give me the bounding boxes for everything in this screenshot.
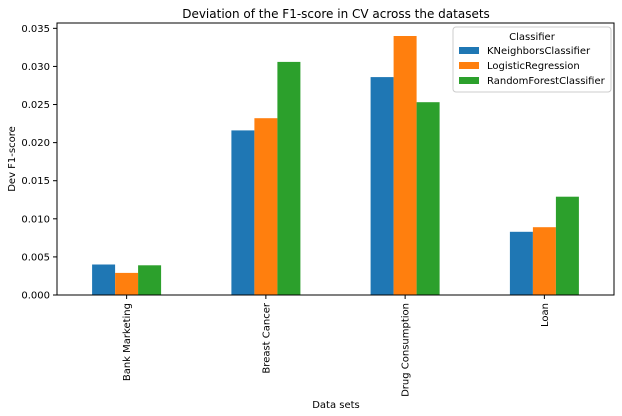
bar: [555, 196, 579, 295]
bar: [254, 118, 278, 295]
bar: [231, 130, 255, 295]
bar: [92, 264, 116, 295]
y-tick-label: 0.035: [21, 24, 50, 35]
y-axis: 0.000 0.005 0.010 0.015 0.020 0.025 0.030 0.035: [21, 24, 57, 302]
y-tick-label: 0.015: [21, 176, 50, 187]
legend-title: Classifier: [509, 32, 556, 43]
y-axis-label: Dev F1-score: [7, 126, 18, 192]
bar: [115, 272, 139, 295]
legend-swatch: [459, 47, 479, 54]
chart-title: Deviation of the F1-score in CV across t…: [182, 7, 490, 21]
legend-swatch: [459, 62, 479, 69]
x-axis-label: Data sets: [312, 400, 360, 411]
legend-entry: RandomForestClassifier: [487, 76, 606, 87]
bar: [370, 77, 394, 295]
plot-area-frame: [56, 22, 615, 296]
legend-frame: [452, 26, 612, 93]
x-tick-label: Breast Cancer: [261, 302, 272, 373]
x-tick-label: Bank Marketing: [122, 303, 133, 381]
legend-swatch: [459, 77, 479, 84]
x-axis: Bank Marketing Breast Cancer Drug Consumpt…: [122, 295, 551, 397]
x-tick-label: Loan: [540, 303, 551, 327]
y-tick-label: 0.000: [21, 291, 50, 302]
legend-items: KNeighborsClassifier LogisticRegression Ra…: [459, 46, 606, 87]
legend: Classifier KNeighborsClassifier LogisticR…: [452, 26, 612, 93]
y-tick-label: 0.005: [21, 252, 50, 263]
legend-entry: LogisticRegression: [487, 61, 580, 72]
y-tick-label: 0.010: [21, 214, 50, 225]
y-tick-label: 0.020: [21, 138, 50, 149]
x-tick-label: Drug Consumption: [401, 303, 412, 397]
legend-entry: KNeighborsClassifier: [487, 46, 591, 57]
bar: [393, 36, 417, 295]
bar: [138, 265, 162, 295]
y-tick-label: 0.025: [21, 100, 50, 111]
bar: [277, 61, 301, 296]
bar: [532, 227, 556, 295]
bar: [509, 231, 533, 295]
bars: [92, 36, 579, 296]
y-tick-label: 0.030: [21, 62, 50, 73]
bar: [416, 102, 440, 295]
